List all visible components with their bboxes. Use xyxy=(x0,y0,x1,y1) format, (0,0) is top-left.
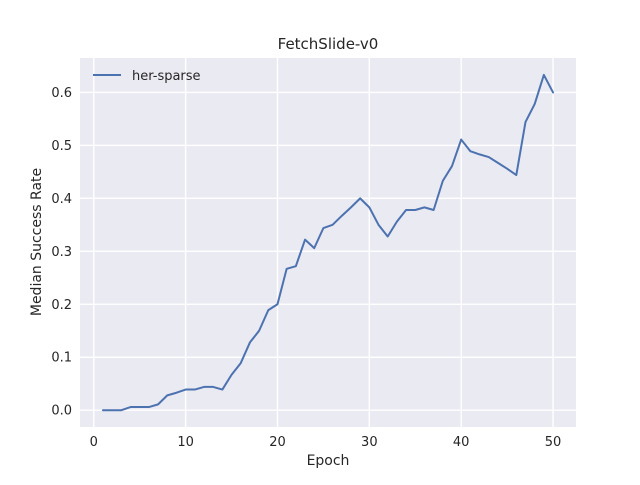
y-tick-label: 0.3 xyxy=(51,245,72,260)
y-tick-label: 0.4 xyxy=(51,192,72,207)
y-tick-label: 0.5 xyxy=(51,139,72,154)
x-tick-label: 30 xyxy=(361,435,378,450)
x-tick-label: 20 xyxy=(269,435,286,450)
y-tick-label: 0.2 xyxy=(51,298,72,313)
grid-lines xyxy=(80,58,576,427)
y-tick-labels: 0.0 0.1 0.2 0.3 0.4 0.5 0.6 xyxy=(51,86,72,419)
series-line-her-sparse xyxy=(101,73,555,412)
y-tick-label: 0.1 xyxy=(51,351,72,366)
x-tick-label: 0 xyxy=(90,435,98,450)
y-tick-label: 0.0 xyxy=(51,404,72,419)
y-tick-label: 0.6 xyxy=(51,86,72,101)
legend-label-her-sparse: her-sparse xyxy=(132,69,201,84)
legend: her-sparse xyxy=(93,69,201,84)
x-tick-labels: 0 10 20 30 40 50 xyxy=(90,435,562,450)
x-tick-label: 10 xyxy=(177,435,194,450)
plot-background xyxy=(80,58,576,427)
x-axis-label: Epoch xyxy=(307,453,350,469)
series-layer xyxy=(101,73,555,412)
y-axis-label: Median Success Rate xyxy=(29,168,45,316)
x-tick-label: 50 xyxy=(545,435,562,450)
chart-title: FetchSlide-v0 xyxy=(278,35,379,53)
x-tick-label: 40 xyxy=(453,435,470,450)
